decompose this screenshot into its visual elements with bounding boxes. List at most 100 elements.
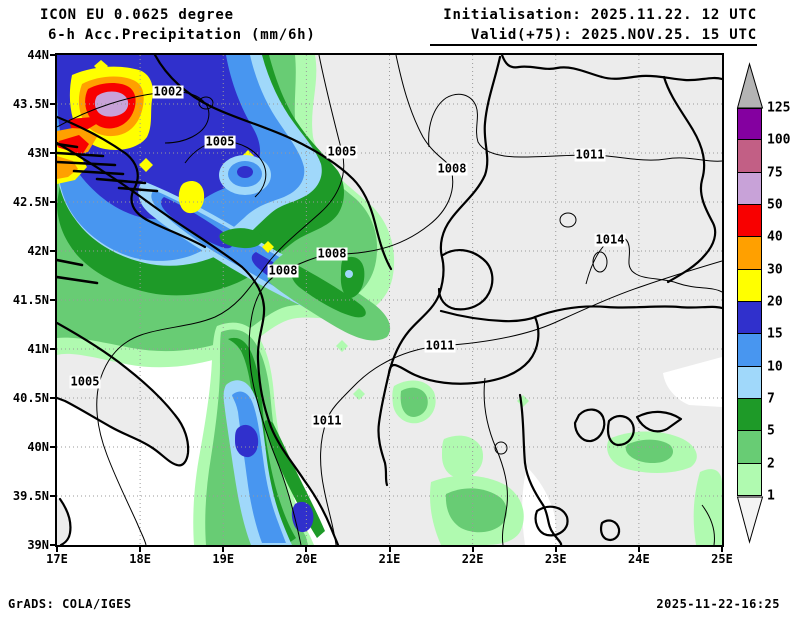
legend-value-5: 5 bbox=[767, 423, 775, 439]
legend-value-15: 15 bbox=[767, 326, 783, 342]
y-axis-label: 39.5N bbox=[12, 489, 49, 503]
dalmatian-islands bbox=[57, 142, 159, 285]
y-axis-tick bbox=[50, 201, 57, 203]
legend-cell-5-7 bbox=[737, 398, 762, 432]
y-axis-label: 40.5N bbox=[12, 391, 49, 405]
border-danube bbox=[500, 55, 722, 82]
italy-coastline bbox=[57, 321, 190, 467]
y-axis-tick bbox=[50, 250, 57, 252]
x-axis-label: 19E bbox=[212, 552, 235, 566]
legend-cell-10-15 bbox=[737, 334, 762, 367]
isobar-label-1002: 1002 bbox=[152, 84, 184, 99]
y-axis-label: 39N bbox=[27, 538, 49, 552]
isobar-label-1011: 1011 bbox=[574, 147, 606, 162]
y-axis-label: 42N bbox=[27, 244, 49, 258]
map-graphics bbox=[57, 55, 722, 545]
legend-value-40: 40 bbox=[767, 229, 783, 245]
x-axis-tick bbox=[305, 545, 308, 552]
border-serbia-bulgaria bbox=[662, 75, 717, 284]
header-rule bbox=[430, 44, 757, 46]
x-axis-tick bbox=[56, 545, 58, 552]
y-axis-tick bbox=[50, 348, 57, 350]
legend-cell-40-50 bbox=[737, 204, 762, 238]
x-axis-tick bbox=[222, 545, 225, 552]
x-axis-label: 23E bbox=[544, 552, 567, 566]
legend-value-1: 1 bbox=[767, 488, 775, 504]
y-axis-tick bbox=[50, 446, 57, 448]
border-bosnia-west bbox=[57, 115, 207, 249]
x-axis-label: 24E bbox=[628, 552, 650, 566]
render-timestamp: 2025-11-22-16:25 bbox=[656, 597, 780, 611]
legend-cell-30-40 bbox=[737, 237, 762, 270]
x-axis-label: 20E bbox=[295, 552, 318, 566]
legend-value-10: 10 bbox=[767, 359, 783, 375]
valid-time: Valid(+75): 2025.NOV.25. 15 UTC bbox=[470, 27, 757, 43]
graticule bbox=[57, 55, 722, 545]
legend-cell-1-2 bbox=[737, 463, 762, 496]
legend-value-20: 20 bbox=[767, 294, 783, 310]
isobar-label-1014: 1014 bbox=[594, 232, 626, 247]
y-axis-tick bbox=[50, 103, 57, 105]
legend-cell-50-75 bbox=[737, 172, 762, 205]
map-canvas: 1002 1005 1005 1008 1011 1014 1008 1008 1011 1011… bbox=[55, 53, 724, 547]
y-axis-tick bbox=[50, 152, 57, 154]
calabria-coastline bbox=[58, 497, 72, 545]
gulf-island-2 bbox=[599, 519, 621, 541]
athos-peninsula bbox=[635, 410, 683, 433]
legend-arrow-below bbox=[736, 496, 764, 544]
legend-cell-75-100 bbox=[737, 140, 762, 173]
border-bulgaria-greece bbox=[533, 305, 722, 319]
isobar-label-1011: 1011 bbox=[424, 338, 456, 353]
y-axis-label: 43.5N bbox=[12, 97, 49, 111]
legend-cell-20-30 bbox=[737, 269, 762, 302]
x-axis-label: 18E bbox=[129, 552, 151, 566]
legend-scale bbox=[737, 108, 762, 496]
y-axis-label: 41N bbox=[27, 342, 49, 356]
legend-value-2: 2 bbox=[767, 456, 775, 472]
legend-value-75: 75 bbox=[767, 165, 783, 181]
x-axis-label: 22E bbox=[461, 552, 484, 566]
y-axis-label: 40N bbox=[27, 440, 49, 454]
y-axis-tick bbox=[50, 544, 57, 546]
isobar-label-1008: 1008 bbox=[316, 246, 348, 261]
x-axis-tick bbox=[637, 545, 640, 552]
y-axis-tick bbox=[50, 495, 57, 497]
border-croatia-bosnia bbox=[153, 55, 393, 271]
isobar-label-1005: 1005 bbox=[204, 134, 236, 149]
init-time: Initialisation: 2025.11.22. 12 UTC bbox=[443, 7, 757, 23]
kassandra-peninsula bbox=[573, 408, 606, 443]
legend-cell-15-20 bbox=[737, 301, 762, 335]
isobar-label-1005: 1005 bbox=[326, 144, 358, 159]
y-axis-tick bbox=[50, 54, 57, 56]
product-title: 6-h Acc.Precipitation (mm/6h) bbox=[48, 27, 316, 43]
border-macedonia bbox=[387, 309, 540, 385]
y-axis-label: 41.5N bbox=[12, 293, 49, 307]
x-axis-tick bbox=[721, 545, 723, 552]
legend-value-125: 125 bbox=[767, 100, 791, 116]
x-axis-label: 25E bbox=[711, 552, 733, 566]
border-kosovo bbox=[437, 249, 494, 311]
x-axis-tick bbox=[388, 545, 391, 552]
x-axis-tick bbox=[471, 545, 474, 552]
y-axis-label: 44N bbox=[27, 48, 49, 62]
italy-land bbox=[57, 323, 189, 545]
gulf-island-1 bbox=[534, 505, 569, 537]
y-axis-label: 42.5N bbox=[12, 195, 49, 209]
y-axis-tick bbox=[50, 299, 57, 301]
sithonia-peninsula bbox=[606, 415, 635, 447]
x-axis-label: 21E bbox=[378, 552, 401, 566]
isobar-label-1011: 1011 bbox=[311, 413, 343, 428]
balkan-coastline bbox=[57, 141, 340, 545]
coastlines-borders bbox=[57, 55, 722, 545]
legend-value-100: 100 bbox=[767, 132, 791, 148]
grads-credit: GrADS: COLA/IGES bbox=[8, 597, 132, 611]
legend-cell-7-10 bbox=[737, 366, 762, 399]
x-axis-tick bbox=[139, 545, 142, 552]
legend-value-50: 50 bbox=[767, 197, 783, 213]
greek-coast bbox=[523, 461, 563, 545]
legend-value-30: 30 bbox=[767, 262, 783, 278]
isobar-label-1005: 1005 bbox=[69, 374, 101, 389]
x-axis-label: 17E bbox=[46, 552, 68, 566]
model-title: ICON EU 0.0625 degree bbox=[40, 7, 234, 23]
